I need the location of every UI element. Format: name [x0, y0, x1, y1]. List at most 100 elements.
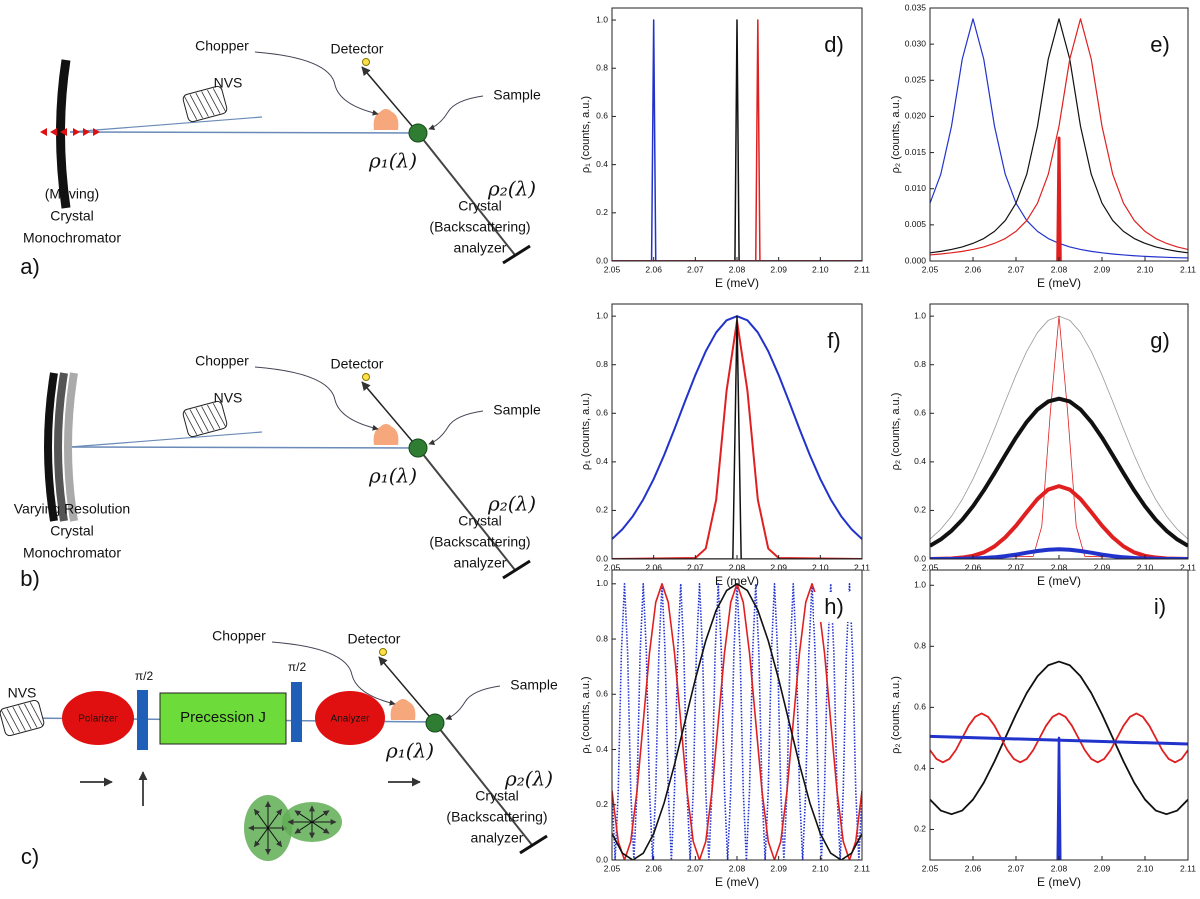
y-tick-label: 0.4: [596, 456, 608, 466]
panel-label: g): [1150, 328, 1170, 353]
motion-arrow: [50, 128, 57, 136]
x-tick-label: 2.10: [812, 863, 829, 873]
y-tick-label: 1.0: [596, 578, 608, 588]
x-tick-label: 2.06: [645, 863, 662, 873]
y-tick-label: 1.0: [596, 310, 608, 320]
series-line: [930, 660, 1188, 816]
spin-arrow: [311, 810, 330, 823]
y-tick-label: 0.2: [596, 799, 608, 809]
label: NVS: [214, 390, 243, 406]
spin-arrow: [267, 808, 282, 829]
label: ρ₁(λ): [385, 739, 434, 763]
x-tick-label: 2.10: [812, 264, 829, 274]
x-tick-label: 2.06: [645, 562, 662, 572]
chart: 2.05 2.06 2.07 2.08 2.09 2.10 2.11 0.0 0.2 0.4 0.6…: [580, 7, 870, 290]
x-tick-label: 2.05: [604, 562, 621, 572]
series-line: [612, 19, 862, 261]
x-tick-label: 2.08: [729, 863, 746, 873]
y-axis-label: ρ₁ (counts, a.u.): [580, 676, 592, 753]
label: analyzer: [454, 555, 507, 571]
x-tick-label: 2.10: [1137, 562, 1154, 572]
y-tick-label: 0.4: [914, 456, 926, 466]
x-tick-label: 2.11: [1180, 264, 1196, 274]
beam: [69, 131, 419, 134]
nvs-blade: [207, 89, 221, 114]
sample: [408, 438, 428, 458]
y-tick-label: 0.010: [905, 183, 927, 193]
nvs-blade: [195, 92, 209, 117]
y-tick-label: 0.025: [905, 75, 927, 85]
label: π/2: [135, 669, 154, 683]
detector: [362, 58, 370, 66]
detector-path: [361, 381, 419, 449]
chart: 2.05 2.06 2.07 2.08 2.09 2.10 2.11 0.0 0.2 0.4 0.6…: [580, 303, 870, 588]
label: Chopper: [212, 628, 266, 644]
chart: 2.05 2.06 2.07 2.08 2.09 2.10 2.11 0.0 0.2 0.4 0.6…: [890, 303, 1196, 588]
x-tick-label: 2.07: [1008, 264, 1025, 274]
series-line: [612, 19, 862, 261]
detector-path: [361, 66, 419, 134]
nvs-blade: [183, 410, 198, 435]
monochromator: [56, 59, 71, 209]
nvs-blade: [6, 708, 20, 733]
y-tick-label: 0.0: [596, 854, 608, 864]
nvs-blade: [201, 91, 215, 116]
series-line: [930, 712, 1188, 764]
y-tick-label: 0.0: [914, 553, 926, 563]
label: Crystal: [50, 208, 94, 224]
x-tick-label: 2.06: [645, 264, 662, 274]
label: ρ₁(λ): [368, 149, 417, 173]
nvs-blade: [212, 403, 227, 428]
label: a): [20, 254, 40, 279]
series-line: [930, 18, 1188, 254]
sample: [408, 123, 428, 143]
x-tick-label: 2.11: [854, 264, 870, 274]
label: b): [20, 566, 40, 591]
y-tick-label: 0.6: [914, 408, 926, 418]
y-tick-label: 0.0: [596, 255, 608, 265]
motion-arrow: [93, 128, 100, 136]
y-tick-label: 0.8: [596, 359, 608, 369]
x-tick-label: 2.06: [965, 562, 982, 572]
label: Detector: [331, 41, 384, 57]
y-tick-label: 0.2: [596, 505, 608, 515]
label: (Backscattering): [446, 809, 547, 825]
x-axis-label: E (meV): [1037, 875, 1081, 889]
label: π/2: [288, 660, 307, 674]
nvs-blade: [24, 703, 38, 728]
beam: [69, 446, 419, 449]
label: Sample: [510, 677, 558, 693]
series-line: [612, 19, 862, 261]
x-tick-label: 2.09: [1094, 562, 1111, 572]
beam-nvs: [69, 431, 263, 448]
pointer: [254, 51, 379, 116]
y-tick-label: 0.000: [905, 255, 927, 265]
label: Precession J: [180, 709, 266, 726]
beam-nvs: [69, 116, 263, 133]
x-tick-label: 2.05: [922, 562, 939, 572]
nvs-blade: [29, 702, 44, 727]
label: (Moving): [45, 186, 99, 202]
series-line: [612, 315, 862, 559]
nvs-blade: [183, 95, 198, 120]
pointer: [254, 366, 379, 431]
motion-arrow: [40, 128, 47, 136]
spin-arrow: [311, 821, 330, 834]
panel-label: h): [824, 594, 844, 619]
x-tick-label: 2.05: [922, 264, 939, 274]
label: Analyzer: [331, 714, 371, 725]
nvs-blade: [212, 88, 227, 113]
label: Polarizer: [78, 714, 118, 725]
motion-arrow: [73, 128, 80, 136]
nvs-blade: [207, 404, 221, 429]
x-tick-label: 2.07: [687, 264, 704, 274]
y-tick-label: 1.0: [914, 580, 926, 590]
pointer: [428, 410, 484, 445]
y-axis-label: ρ₁ (counts, a.u.): [580, 96, 592, 173]
y-tick-label: 0.2: [596, 207, 608, 217]
label: (Backscattering): [429, 219, 530, 235]
chopper: [373, 424, 399, 445]
